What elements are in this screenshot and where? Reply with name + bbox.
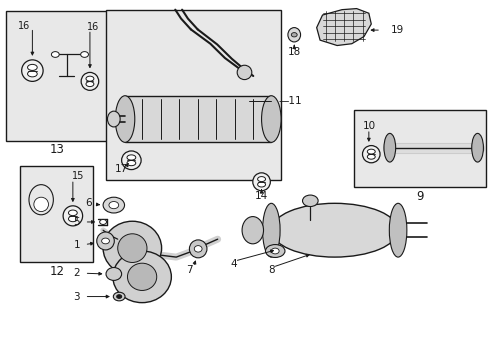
Ellipse shape <box>287 28 300 42</box>
Text: 8: 8 <box>267 265 274 275</box>
Text: 10: 10 <box>362 121 375 131</box>
Circle shape <box>81 51 88 57</box>
Ellipse shape <box>86 76 94 81</box>
Ellipse shape <box>122 151 141 170</box>
Ellipse shape <box>34 197 48 212</box>
Ellipse shape <box>362 145 379 163</box>
Ellipse shape <box>81 72 99 90</box>
Ellipse shape <box>271 203 397 257</box>
Ellipse shape <box>366 149 374 154</box>
Ellipse shape <box>115 96 135 142</box>
Ellipse shape <box>109 202 119 209</box>
Text: 19: 19 <box>390 25 403 35</box>
Ellipse shape <box>383 134 395 162</box>
Text: 16: 16 <box>87 22 99 32</box>
Ellipse shape <box>63 206 82 226</box>
Ellipse shape <box>252 173 270 191</box>
Ellipse shape <box>189 240 206 258</box>
Circle shape <box>100 220 106 225</box>
Polygon shape <box>316 9 370 45</box>
Text: 3: 3 <box>73 292 80 302</box>
Ellipse shape <box>127 161 136 166</box>
Ellipse shape <box>113 251 171 303</box>
Text: 17: 17 <box>115 164 128 174</box>
Ellipse shape <box>118 234 147 262</box>
Ellipse shape <box>262 203 280 257</box>
Ellipse shape <box>97 232 114 250</box>
Bar <box>125 96 271 142</box>
Ellipse shape <box>127 155 136 160</box>
Text: 9: 9 <box>415 190 423 203</box>
Ellipse shape <box>366 154 374 159</box>
Text: 16: 16 <box>18 21 30 31</box>
Ellipse shape <box>257 182 265 187</box>
Ellipse shape <box>68 210 77 216</box>
Ellipse shape <box>242 217 263 244</box>
Ellipse shape <box>237 65 251 80</box>
Ellipse shape <box>107 111 120 127</box>
Text: 18: 18 <box>287 46 300 57</box>
Text: 13: 13 <box>49 143 64 156</box>
Ellipse shape <box>291 33 297 37</box>
Ellipse shape <box>106 267 122 280</box>
Ellipse shape <box>194 246 202 252</box>
Ellipse shape <box>265 244 285 257</box>
Bar <box>5 12 108 140</box>
Circle shape <box>51 51 59 57</box>
Ellipse shape <box>68 216 77 222</box>
Text: 2: 2 <box>73 268 80 278</box>
Ellipse shape <box>271 248 279 254</box>
Ellipse shape <box>103 197 124 213</box>
Ellipse shape <box>29 185 53 215</box>
Ellipse shape <box>388 203 406 257</box>
Ellipse shape <box>103 221 161 275</box>
Ellipse shape <box>113 292 125 301</box>
Ellipse shape <box>127 263 157 291</box>
Ellipse shape <box>102 238 109 244</box>
Bar <box>20 166 93 262</box>
Bar <box>105 10 281 180</box>
Text: 6: 6 <box>85 198 92 208</box>
Text: —11: —11 <box>278 96 302 106</box>
Ellipse shape <box>257 177 265 181</box>
Text: 1: 1 <box>73 239 80 249</box>
Text: 15: 15 <box>71 171 84 181</box>
Text: 12: 12 <box>49 265 64 278</box>
Ellipse shape <box>27 71 37 77</box>
Text: 5: 5 <box>73 217 80 227</box>
Ellipse shape <box>21 60 43 81</box>
Ellipse shape <box>261 96 281 142</box>
Ellipse shape <box>86 82 94 87</box>
Text: 14: 14 <box>254 191 267 201</box>
Text: 4: 4 <box>230 259 237 269</box>
Ellipse shape <box>471 134 483 162</box>
Circle shape <box>117 295 122 298</box>
Ellipse shape <box>302 195 318 207</box>
Ellipse shape <box>27 64 37 71</box>
Text: 7: 7 <box>186 265 193 275</box>
Bar <box>353 110 485 187</box>
